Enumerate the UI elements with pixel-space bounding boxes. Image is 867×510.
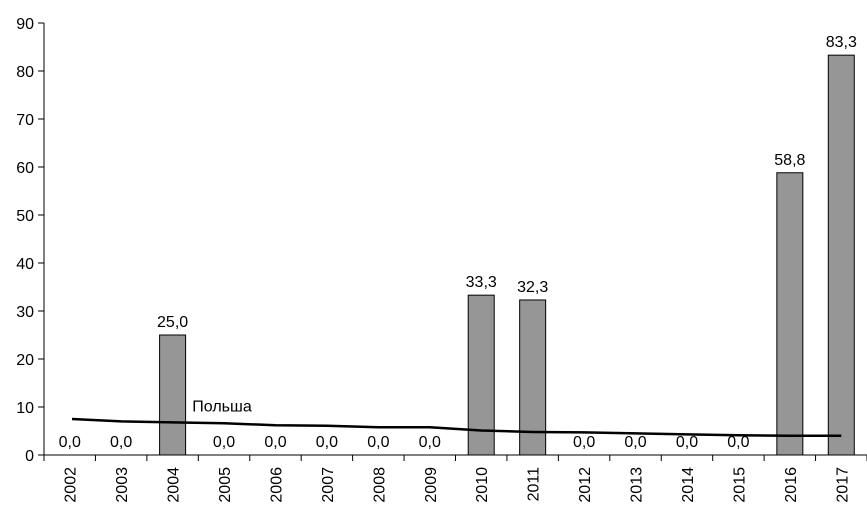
bar-data-label: 0,0	[59, 434, 81, 451]
bar-data-label: 32,3	[517, 279, 548, 296]
bar-data-label: 33,3	[466, 274, 497, 291]
bar-data-label: 0,0	[264, 434, 286, 451]
bar-data-label: 0,0	[110, 434, 132, 451]
x-tick-label: 2012	[577, 467, 594, 503]
y-tick-label: 20	[16, 352, 34, 369]
y-tick-label: 30	[16, 304, 34, 321]
bar-data-label: 0,0	[573, 434, 595, 451]
x-tick-label: 2015	[731, 467, 748, 503]
bar-data-label: 0,0	[367, 434, 389, 451]
y-tick-label: 80	[16, 64, 34, 81]
bar	[159, 334, 187, 456]
y-tick-label: 40	[16, 256, 34, 273]
x-tick-label: 2011	[526, 467, 543, 502]
x-tick-label: 2010	[474, 467, 491, 503]
bar-data-label: 0,0	[316, 434, 338, 451]
x-tick-label: 2007	[320, 467, 337, 503]
y-axis: 0 10 20 30 40 50 60 70 80 90	[16, 16, 45, 465]
bar-data-label: 0,0	[624, 434, 646, 451]
x-tick-label: 2013	[629, 467, 646, 503]
bar-data-label: 0,0	[676, 434, 698, 451]
y-tick-label: 90	[16, 16, 34, 33]
y-tick-label: 10	[16, 400, 34, 417]
x-tick-label: 2004	[166, 467, 183, 503]
bar-data-label: 58,8	[774, 152, 805, 169]
x-tick-label: 2017	[834, 467, 851, 503]
y-tick-label: 0	[25, 448, 34, 465]
y-tick-label: 70	[16, 112, 34, 129]
x-tick-label: 2003	[114, 467, 131, 503]
bar-data-label: 0,0	[727, 434, 749, 451]
bar-data-label: 25,0	[157, 314, 188, 331]
x-axis: 2002 2003 2004 2005 2006 2007 2008 2009 2010 2011…	[43, 454, 867, 503]
line-series-label: Польша	[192, 398, 252, 415]
x-tick-label: 2005	[217, 467, 234, 503]
x-tick-label: 2008	[371, 467, 388, 503]
x-tick-label: 2002	[63, 467, 80, 503]
bar-series	[159, 54, 855, 456]
x-tick-label: 2016	[783, 467, 800, 503]
bar-data-label: 0,0	[419, 434, 441, 451]
data-labels: 0,0 0,0 25,0 0,0 0,0 0,0 0,0 0,0 33,3 32,3 0,0 0,0 0…	[59, 34, 857, 451]
line-series-path	[71, 417, 842, 438]
y-tick-label: 50	[16, 208, 34, 225]
bar	[827, 54, 855, 456]
bar-data-label: 0,0	[213, 434, 235, 451]
bar-data-label: 83,3	[826, 34, 857, 51]
x-tick-label: 2006	[268, 467, 285, 503]
x-tick-label: 2014	[680, 467, 697, 503]
series-labels: Польша	[192, 398, 252, 415]
y-tick-label: 60	[16, 160, 34, 177]
line-series	[71, 417, 842, 438]
x-tick-label: 2009	[423, 467, 440, 503]
bar	[776, 172, 804, 456]
bar	[467, 294, 495, 456]
bar	[519, 299, 547, 456]
